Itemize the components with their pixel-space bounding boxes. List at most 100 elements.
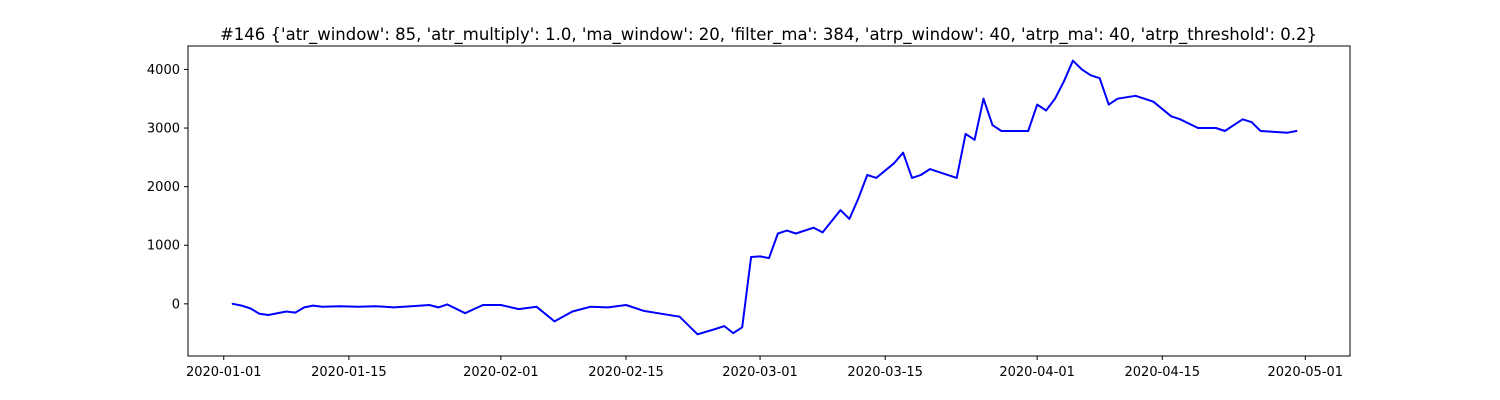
data-point — [1036, 103, 1039, 106]
y-tick-label: 3000 — [147, 122, 180, 137]
data-point — [339, 305, 341, 308]
data-point — [911, 177, 913, 179]
data-point — [1116, 97, 1119, 100]
data-point — [777, 232, 779, 235]
data-point — [991, 124, 994, 126]
data-point — [1197, 127, 1199, 129]
x-tick-label: 2020-01-01 — [186, 365, 262, 380]
data-point — [839, 209, 842, 212]
data-point — [1152, 100, 1155, 103]
data-point — [660, 312, 663, 315]
y-tick-label: 0 — [172, 297, 180, 312]
data-point — [392, 306, 395, 309]
data-point — [535, 305, 538, 308]
y-tick-label: 1000 — [147, 239, 180, 254]
x-tick-label: 2020-03-15 — [847, 365, 923, 380]
data-point — [240, 304, 243, 307]
data-point — [356, 305, 359, 308]
data-point — [1089, 74, 1092, 77]
data-point — [643, 310, 645, 312]
data-point — [1134, 94, 1137, 97]
data-point — [759, 255, 761, 258]
data-point — [1170, 115, 1173, 118]
x-tick-label: 2020-04-15 — [1125, 365, 1201, 380]
x-tick-label: 2020-04-01 — [999, 365, 1075, 380]
data-point — [1241, 118, 1244, 121]
data-point — [321, 305, 323, 308]
data-point — [517, 308, 520, 310]
data-point — [857, 197, 860, 200]
data-point — [312, 304, 314, 307]
data-point — [571, 310, 574, 313]
data-point — [768, 257, 770, 259]
data-point — [231, 302, 234, 305]
data-point — [723, 325, 726, 327]
data-point — [428, 304, 431, 306]
axes-layer: 0 1000 2000 3000 4000 2020-01-01 2020-01-15 202… — [147, 45, 1351, 380]
data-point — [482, 304, 484, 306]
data-point — [446, 303, 449, 306]
x-tick-label: 2020-01-15 — [311, 365, 387, 380]
data-point — [1080, 68, 1083, 71]
data-point — [794, 232, 797, 235]
data-point — [410, 305, 413, 308]
data-point — [821, 231, 824, 234]
data-point — [1098, 77, 1101, 80]
data-point — [714, 328, 717, 330]
data-point — [678, 315, 681, 318]
data-point — [750, 256, 752, 258]
data-point — [786, 229, 788, 232]
data-point — [1295, 130, 1298, 132]
data-point — [294, 311, 297, 314]
x-tick-label: 2020-02-01 — [463, 365, 539, 380]
data-point — [1215, 127, 1217, 129]
data-point — [732, 332, 735, 334]
data-point — [1063, 80, 1065, 83]
data-point — [920, 174, 922, 176]
data-point — [866, 174, 869, 176]
data-point — [303, 306, 306, 309]
data-point — [267, 314, 270, 316]
data-point — [902, 151, 904, 154]
x-tick-label: 2020-03-01 — [722, 365, 798, 380]
data-point — [374, 305, 377, 308]
x-tick-label: 2020-02-15 — [588, 365, 664, 380]
data-point — [1143, 97, 1146, 100]
data-point — [249, 307, 252, 310]
data-point — [1250, 121, 1253, 124]
data-point — [1072, 59, 1074, 62]
data-point — [964, 133, 967, 135]
data-point — [589, 305, 592, 308]
data-point — [875, 177, 878, 179]
x-tick-label: 2020-05-01 — [1268, 365, 1344, 380]
data-point — [607, 306, 609, 309]
data-point — [464, 312, 466, 315]
data-point — [973, 138, 976, 141]
data-point — [982, 97, 985, 100]
data-point — [955, 177, 958, 179]
data-point — [1045, 109, 1047, 112]
data-point — [1224, 130, 1226, 132]
chart-title: #146 {'atr_window': 85, 'atr_multiply': … — [220, 25, 1317, 45]
data-point — [848, 218, 851, 220]
data-point — [929, 168, 931, 171]
data-point — [741, 326, 744, 329]
data-point — [1000, 130, 1003, 132]
data-point — [1054, 97, 1056, 100]
data-point — [696, 333, 699, 336]
plot-frame — [187, 45, 1351, 357]
data-point — [285, 310, 288, 313]
data-point — [499, 304, 502, 306]
y-tick-label: 4000 — [147, 63, 180, 78]
data-point — [553, 320, 556, 323]
series-layer — [231, 59, 1298, 336]
data-point — [893, 162, 895, 165]
data-point — [625, 304, 627, 306]
data-point — [1259, 130, 1262, 132]
data-point — [1179, 118, 1182, 121]
data-point — [1286, 131, 1289, 134]
data-point — [812, 226, 815, 229]
series-line-0 — [231, 59, 1298, 336]
